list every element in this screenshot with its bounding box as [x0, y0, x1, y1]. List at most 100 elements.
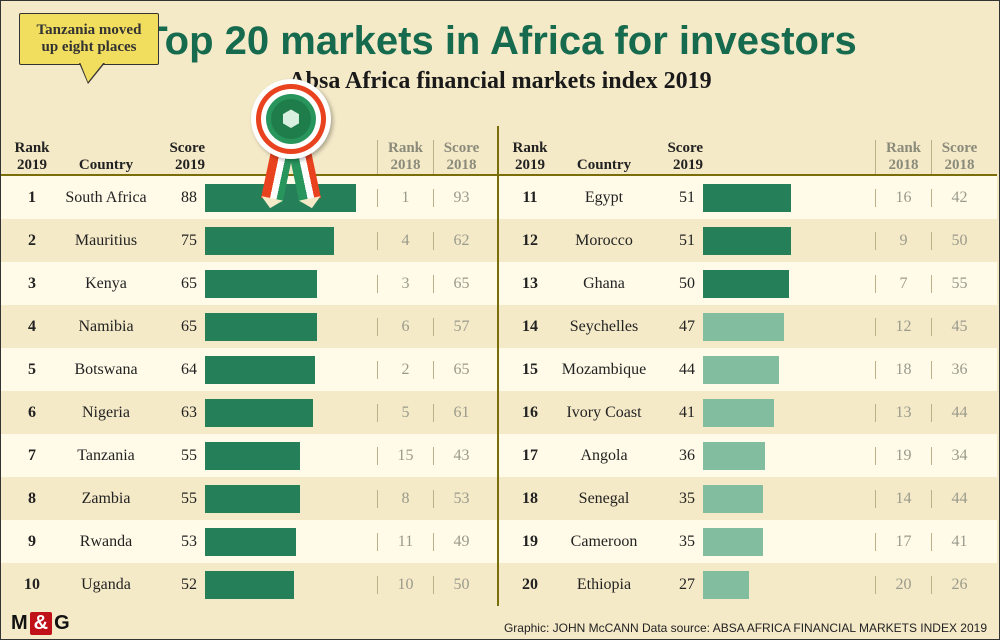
- table-row: 6Nigeria63561: [1, 391, 497, 434]
- cell-score-2019: 55: [155, 447, 205, 465]
- logo-amp: &: [30, 612, 52, 635]
- logo-g: G: [54, 612, 70, 635]
- cell-rank-2019: 7: [7, 447, 57, 465]
- cell-rank-2019: 16: [505, 404, 555, 422]
- table-row: 3Kenya65365: [1, 262, 497, 305]
- cell-country: Ghana: [555, 275, 653, 293]
- cell-country: Senegal: [555, 490, 653, 508]
- cell-rank-2018: 4: [377, 232, 433, 250]
- cell-score-2019: 88: [155, 189, 205, 207]
- cell-country: Tanzania: [57, 447, 155, 465]
- cell-rank-2018: 13: [875, 404, 931, 422]
- score-bar: [205, 485, 377, 513]
- hdr-score-2018: Score2018: [433, 140, 489, 174]
- table-row: 19Cameroon351741: [499, 520, 997, 563]
- cell-country: South Africa: [57, 189, 155, 207]
- hdr-rank-2019: Rank2019: [505, 140, 555, 174]
- cell-country: Rwanda: [57, 533, 155, 551]
- cell-rank-2018: 8: [377, 490, 433, 508]
- cell-score-2018: 44: [931, 404, 987, 422]
- table-header-right: Rank2019 Country Score2019 Rank2018 Scor…: [499, 126, 997, 176]
- cell-score-2018: 61: [433, 404, 489, 422]
- cell-rank-2019: 2: [7, 232, 57, 250]
- cell-score-2018: 34: [931, 447, 987, 465]
- cell-score-2018: 65: [433, 275, 489, 293]
- score-bar: [205, 356, 377, 384]
- cell-score-2018: 50: [931, 232, 987, 250]
- cell-score-2018: 36: [931, 361, 987, 379]
- cell-rank-2019: 20: [505, 576, 555, 594]
- cell-score-2019: 44: [653, 361, 703, 379]
- cell-rank-2019: 14: [505, 318, 555, 336]
- cell-country: Botswana: [57, 361, 155, 379]
- cell-rank-2018: 14: [875, 490, 931, 508]
- cell-country: Egypt: [555, 189, 653, 207]
- cell-country: Cameroon: [555, 533, 653, 551]
- cell-rank-2019: 5: [7, 361, 57, 379]
- cell-rank-2019: 4: [7, 318, 57, 336]
- cell-country: Zambia: [57, 490, 155, 508]
- table-row: 7Tanzania551543: [1, 434, 497, 477]
- callout-text: Tanzania moved up eight places: [37, 22, 142, 55]
- cell-score-2019: 52: [155, 576, 205, 594]
- cell-score-2018: 44: [931, 490, 987, 508]
- credit-line: Graphic: JOHN McCANN Data source: ABSA A…: [504, 621, 987, 635]
- table-row: 9Rwanda53 1149: [1, 520, 497, 563]
- cell-score-2018: 49: [433, 533, 489, 551]
- cell-score-2018: 45: [931, 318, 987, 336]
- cell-score-2018: 53: [433, 490, 489, 508]
- score-bar: [703, 485, 875, 513]
- cell-rank-2018: 15: [377, 447, 433, 465]
- africa-icon: ⬢: [281, 106, 300, 132]
- cell-rank-2019: 9: [7, 533, 57, 551]
- cell-score-2018: 55: [931, 275, 987, 293]
- cell-country: Morocco: [555, 232, 653, 250]
- table-row: 8Zambia55853: [1, 477, 497, 520]
- cell-country: Namibia: [57, 318, 155, 336]
- score-bar: [205, 399, 377, 427]
- score-bar: [205, 528, 377, 556]
- cell-rank-2019: 12: [505, 232, 555, 250]
- score-bar: [703, 528, 875, 556]
- cell-rank-2019: 8: [7, 490, 57, 508]
- table-row: 16Ivory Coast411344: [499, 391, 997, 434]
- cell-score-2019: 51: [653, 232, 703, 250]
- hdr-score-2018: Score2018: [931, 140, 987, 174]
- table-row: 12Morocco51950: [499, 219, 997, 262]
- score-bar: [205, 313, 377, 341]
- cell-country: Mauritius: [57, 232, 155, 250]
- hdr-rank-2018: Rank2018: [875, 140, 931, 174]
- cell-score-2019: 53: [155, 533, 205, 551]
- cell-country: Mozambique: [555, 361, 653, 379]
- cell-score-2019: 63: [155, 404, 205, 422]
- score-bar: [703, 442, 875, 470]
- cell-score-2019: 51: [653, 189, 703, 207]
- cell-rank-2018: 12: [875, 318, 931, 336]
- cell-rank-2019: 10: [7, 576, 57, 594]
- cell-score-2019: 35: [653, 533, 703, 551]
- cell-country: Ethiopia: [555, 576, 653, 594]
- cell-rank-2018: 20: [875, 576, 931, 594]
- award-rosette-icon: ⬢: [241, 79, 341, 209]
- cell-score-2019: 41: [653, 404, 703, 422]
- score-bar: [703, 356, 875, 384]
- cell-score-2018: 41: [931, 533, 987, 551]
- cell-score-2019: 64: [155, 361, 205, 379]
- table-row: 11Egypt511642: [499, 176, 997, 219]
- cell-rank-2019: 19: [505, 533, 555, 551]
- table-row: 4Namibia65657: [1, 305, 497, 348]
- cell-rank-2018: 7: [875, 275, 931, 293]
- score-bar: [205, 227, 377, 255]
- table-right: Rank2019 Country Score2019 Rank2018 Scor…: [499, 126, 997, 606]
- cell-rank-2018: 16: [875, 189, 931, 207]
- cell-rank-2019: 18: [505, 490, 555, 508]
- cell-score-2018: 62: [433, 232, 489, 250]
- hdr-score-2019: Score2019: [653, 140, 703, 174]
- score-bar: [703, 270, 875, 298]
- hdr-score-2019: Score2019: [155, 140, 205, 174]
- publisher-logo: M&G: [11, 612, 70, 635]
- score-bar: [703, 571, 875, 599]
- cell-country: Nigeria: [57, 404, 155, 422]
- cell-rank-2018: 11: [377, 533, 433, 551]
- score-bar: [205, 270, 377, 298]
